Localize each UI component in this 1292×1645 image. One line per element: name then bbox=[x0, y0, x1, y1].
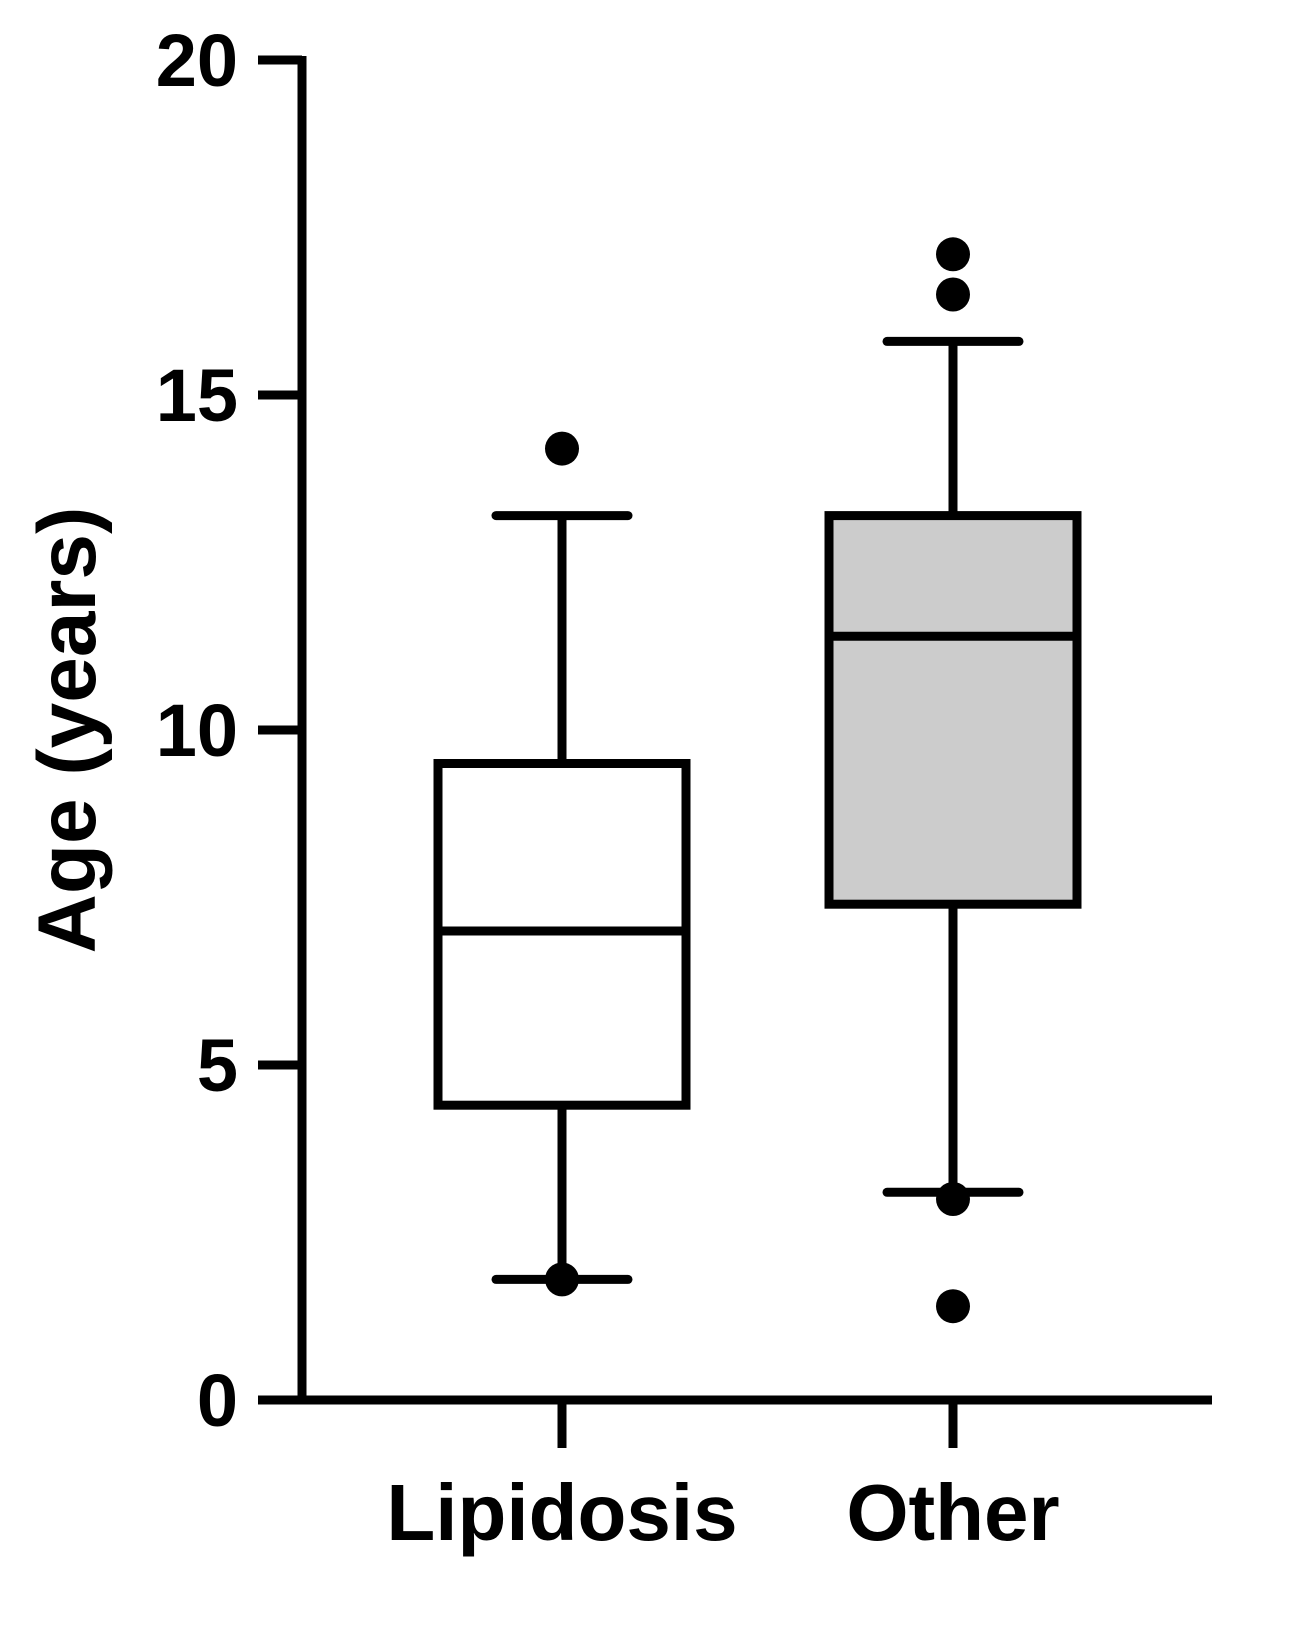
box-group-other bbox=[824, 237, 1082, 1324]
x-tick-label-other: Other bbox=[846, 1468, 1059, 1557]
outlier-other-0 bbox=[936, 1289, 970, 1324]
boxes bbox=[433, 237, 1082, 1324]
y-axis-title-group: Age (years) bbox=[22, 507, 113, 954]
y-tick-label-20: 20 bbox=[156, 19, 238, 102]
labels: Lipidosis Other bbox=[386, 1468, 1059, 1557]
outlier-other-1 bbox=[936, 1182, 970, 1216]
outlier-other-2 bbox=[936, 277, 970, 312]
y-tick-label-5: 5 bbox=[197, 1024, 238, 1107]
outlier-lipidosis-0 bbox=[545, 1262, 579, 1297]
outlier-lipidosis-1 bbox=[545, 431, 579, 466]
outlier-other-3 bbox=[936, 237, 970, 272]
y-tick-label-15: 15 bbox=[156, 354, 238, 437]
y-axis-title: Age (years) bbox=[22, 507, 113, 954]
x-tick-label-lipidosis: Lipidosis bbox=[386, 1468, 737, 1557]
y-tick-label-10: 10 bbox=[156, 689, 238, 772]
axes: 0 5 10 15 20 bbox=[156, 19, 1212, 1448]
box-group-lipidosis bbox=[433, 431, 691, 1297]
box-other bbox=[824, 511, 1082, 909]
y-tick-label-0: 0 bbox=[197, 1359, 238, 1442]
